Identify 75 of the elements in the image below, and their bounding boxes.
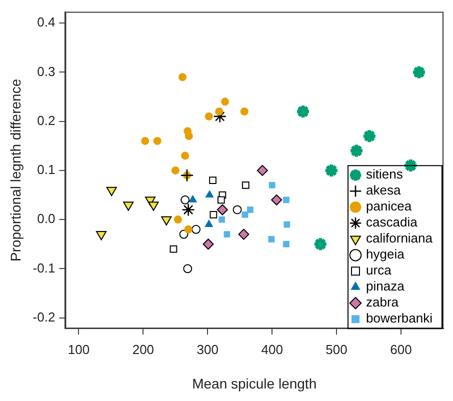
point [213, 110, 227, 124]
x-tick-label: 500 [326, 342, 348, 357]
point [153, 136, 162, 145]
point [148, 202, 159, 211]
x-tick-label: 200 [132, 342, 154, 357]
y-tick-label: 0.2 [37, 112, 56, 128]
point [210, 210, 218, 218]
point [141, 136, 150, 145]
point [283, 196, 290, 204]
legend-label: akesa [366, 182, 402, 198]
point [221, 98, 230, 106]
point [202, 238, 214, 250]
x-tick-label: 100 [68, 342, 90, 357]
point [204, 112, 213, 120]
point [180, 168, 194, 182]
y-tick-label: 0.4 [37, 14, 56, 30]
legend-label: pinaza [366, 278, 406, 294]
point [312, 236, 328, 252]
point [217, 196, 225, 204]
point [246, 206, 254, 213]
point [174, 216, 182, 224]
point [182, 203, 195, 216]
legend-label: zabra [366, 294, 400, 310]
point [218, 216, 225, 223]
point [242, 211, 248, 218]
legend-label: cascadia [366, 214, 418, 230]
legend-label: hygeia [366, 246, 406, 262]
point [178, 73, 186, 82]
point [209, 176, 216, 184]
point [240, 108, 248, 116]
point [238, 228, 250, 240]
x-axis-title: Mean spicule length [192, 375, 317, 392]
legend-label: californiana [366, 230, 434, 246]
legend-label: urca [366, 262, 392, 278]
point [216, 204, 228, 216]
x-tick-label: 600 [390, 342, 412, 357]
point [242, 182, 250, 189]
point [232, 205, 242, 214]
point [256, 164, 268, 176]
point [348, 143, 364, 159]
point [271, 194, 282, 206]
point [192, 224, 201, 234]
y-axis-title: Proportional legnth difference [7, 78, 24, 262]
point [180, 195, 190, 204]
point [171, 166, 180, 174]
x-tick-label: 300 [196, 342, 218, 357]
point [170, 245, 178, 253]
point [362, 128, 378, 144]
point [224, 231, 230, 238]
point [411, 64, 427, 80]
y-tick-label: 0.3 [37, 64, 56, 79]
legend-label: sitiens [366, 166, 404, 182]
point [284, 221, 290, 228]
legend-label: bowerbanki [366, 310, 433, 326]
y-tick-label: 0.0 [37, 211, 56, 226]
point [205, 190, 214, 198]
point [184, 225, 192, 234]
y-tick-label: -0.2 [32, 309, 56, 324]
y-tick-label: -0.1 [32, 260, 56, 276]
point [295, 104, 311, 120]
point [161, 216, 172, 226]
point [96, 231, 107, 240]
point [283, 240, 290, 248]
point [183, 264, 192, 274]
point [123, 202, 134, 211]
y-tick-label: 0.1 [37, 162, 56, 178]
point [324, 162, 340, 178]
point [215, 108, 224, 116]
point [268, 182, 276, 188]
x-tick-label: 400 [261, 342, 283, 357]
point [184, 132, 193, 140]
point [181, 152, 190, 160]
point [106, 186, 117, 196]
point [268, 236, 275, 242]
legend-label: panicea [366, 198, 412, 214]
